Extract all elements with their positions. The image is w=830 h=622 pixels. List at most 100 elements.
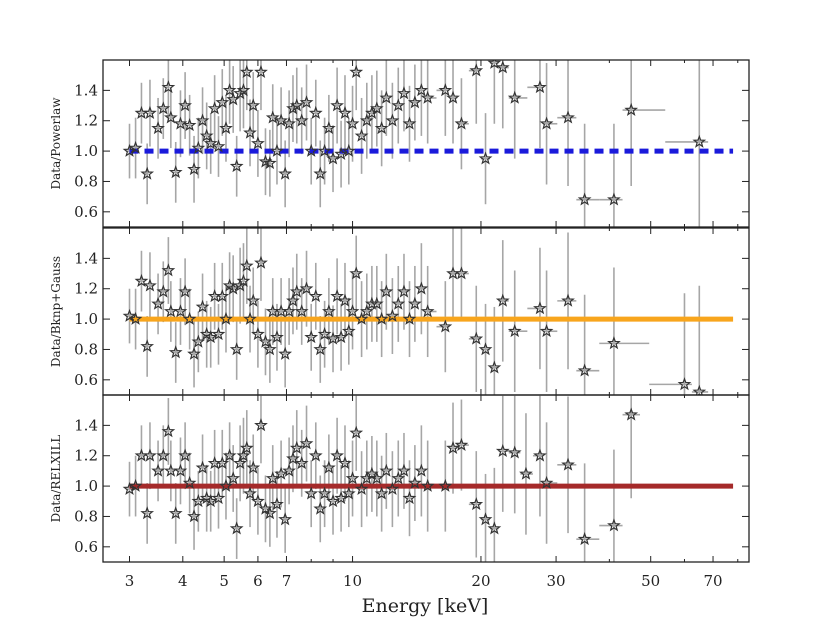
x-tick-label: 30 — [547, 572, 566, 590]
data-point — [369, 101, 384, 115]
data-point — [299, 281, 314, 295]
data-point — [345, 471, 360, 485]
data-point — [178, 448, 192, 462]
data-point — [308, 448, 323, 462]
x-tick-label: 50 — [641, 572, 660, 590]
y-tick-label: 1.0 — [74, 310, 98, 328]
y-tick-label: 0.6 — [74, 538, 98, 556]
x-tick-label: 5 — [219, 572, 229, 590]
data-point — [299, 436, 314, 450]
x-tick-label: 10 — [343, 572, 362, 590]
data-point — [246, 98, 261, 112]
data-point — [254, 418, 268, 432]
data-point — [507, 445, 522, 459]
data-point — [187, 346, 201, 360]
data-point — [539, 475, 554, 489]
data-point — [236, 83, 251, 97]
data-point — [178, 98, 192, 112]
data-point — [446, 90, 460, 104]
data-point — [128, 140, 143, 154]
data-point — [385, 308, 400, 322]
data-point — [211, 491, 226, 505]
data-point — [304, 330, 319, 344]
data-point — [243, 311, 257, 325]
data-point — [168, 345, 183, 359]
data-point — [338, 105, 352, 119]
y-tick-label: 1.2 — [74, 280, 98, 298]
panel-relxill: 0.6 0.8 1.0 1.2 1.4 Data/RELXILL — [49, 394, 750, 563]
y-tick-label: 0.8 — [74, 172, 98, 190]
data-point — [143, 278, 157, 292]
data-point — [677, 377, 692, 391]
data-point — [151, 463, 165, 477]
data-point — [326, 494, 340, 508]
data-point — [308, 105, 323, 119]
data-point — [414, 463, 429, 477]
y-tick-label: 1.0 — [74, 477, 98, 495]
data-point — [222, 83, 237, 97]
data-point — [359, 304, 374, 318]
data-point — [168, 165, 183, 179]
data-point — [330, 98, 344, 112]
data-point — [304, 143, 319, 157]
panel-powerlaw: 0.6 0.8 1.0 1.2 1.4 Data/Powerlaw — [49, 59, 750, 228]
data-point — [624, 102, 639, 116]
data-point — [239, 64, 254, 78]
data-point — [624, 407, 639, 421]
data-point — [246, 460, 261, 474]
data-point — [354, 311, 369, 325]
data-point — [173, 116, 188, 130]
data-point — [561, 457, 575, 471]
data-point — [219, 478, 233, 492]
data-point — [270, 497, 284, 511]
data-point — [226, 281, 241, 295]
data-point — [286, 293, 300, 307]
data-point — [607, 192, 621, 206]
data-point — [294, 456, 309, 470]
data-point — [478, 151, 493, 165]
data-point — [420, 304, 435, 318]
data-point — [156, 101, 171, 115]
data-point — [487, 60, 502, 69]
y-axis-label: Data/RELXILL — [49, 435, 63, 523]
data-point — [226, 471, 241, 485]
data-point — [402, 491, 417, 505]
data-point — [140, 166, 155, 180]
y-tick-label: 1.4 — [74, 81, 98, 99]
data-point — [402, 116, 417, 130]
y-tick-label: 1.0 — [74, 142, 98, 160]
data-point — [239, 258, 254, 272]
data-point — [219, 311, 233, 325]
panel-frame — [102, 59, 750, 228]
data-point — [299, 95, 314, 109]
y-tick-label: 1.2 — [74, 447, 98, 465]
data-point — [191, 140, 206, 154]
data-point — [495, 443, 510, 458]
x-axis-label: Energy [keV] — [362, 595, 489, 617]
plot-area-relxill — [122, 395, 734, 562]
data-point — [379, 284, 394, 298]
data-point — [539, 116, 554, 130]
data-point — [495, 293, 510, 307]
data-point — [203, 136, 218, 150]
data-point — [182, 475, 197, 489]
y-tick-label: 1.4 — [74, 416, 98, 434]
data-point — [239, 440, 254, 454]
data-point — [215, 456, 230, 470]
data-point — [229, 342, 244, 356]
data-point — [313, 501, 328, 515]
data-point — [420, 478, 435, 492]
data-point — [391, 471, 406, 485]
data-point — [469, 331, 484, 345]
data-point — [304, 486, 319, 500]
plot-area-bknp-gauss — [122, 228, 734, 395]
data-point — [254, 255, 268, 269]
data-point — [454, 116, 469, 130]
data-point — [122, 308, 137, 322]
data-point — [191, 334, 206, 348]
data-point — [391, 98, 406, 112]
data-point — [187, 509, 201, 523]
data-point — [487, 360, 502, 374]
data-point — [692, 134, 707, 148]
data-point — [243, 125, 257, 139]
